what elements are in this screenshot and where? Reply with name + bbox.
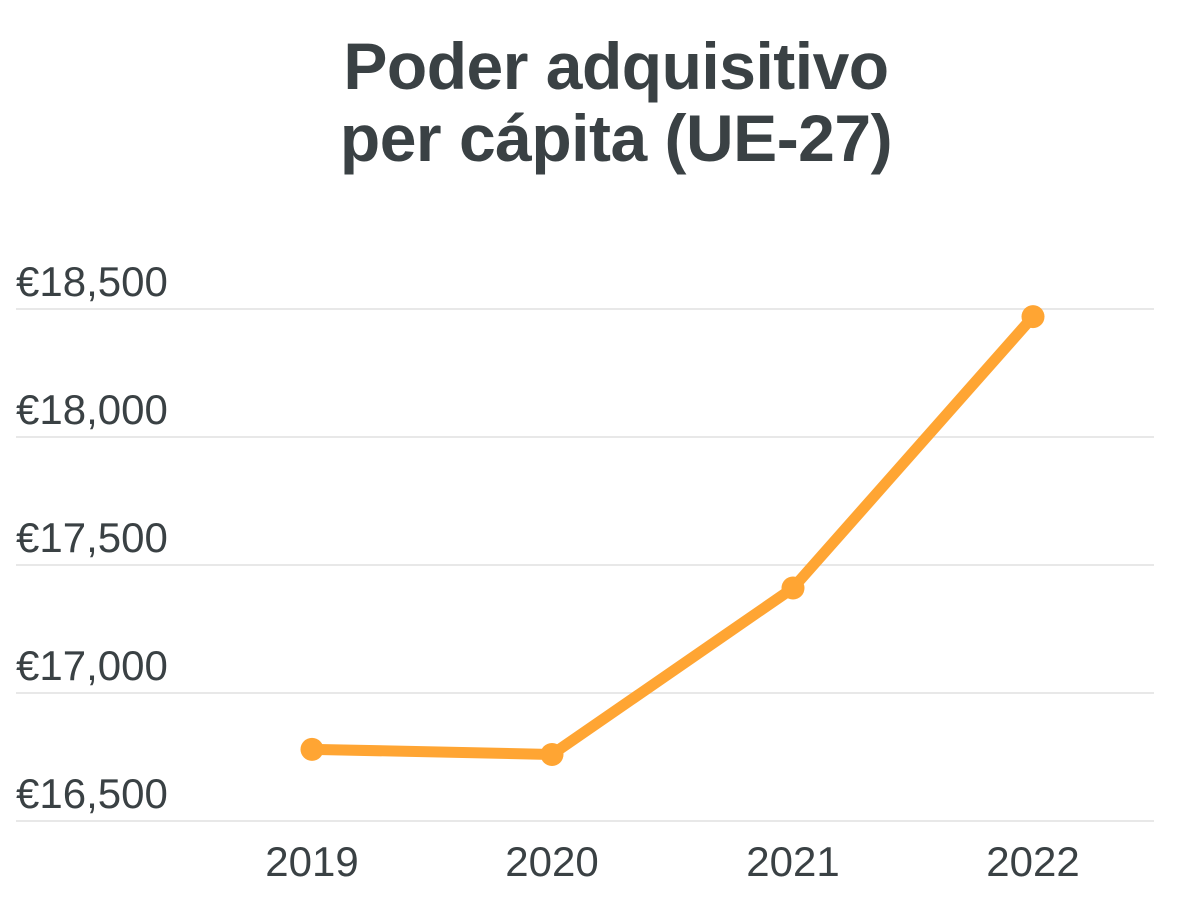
x-tick-label: 2020 xyxy=(505,838,598,885)
series-line xyxy=(306,311,1039,760)
y-tick-label: €18,500 xyxy=(16,258,168,305)
x-tick-label: 2019 xyxy=(265,838,358,885)
series-layer xyxy=(300,305,1045,766)
y-tick-label: €16,500 xyxy=(16,770,168,817)
y-axis-labels: €16,500 €17,000 €17,500 €18,000 €18,500 xyxy=(16,258,168,817)
data-point-2022 xyxy=(1021,305,1045,329)
chart-title-line-2: per cápita (UE-27) xyxy=(339,101,893,175)
y-tick-label: €17,500 xyxy=(16,514,168,561)
x-axis-labels: 2019 2020 2021 2022 xyxy=(265,838,1079,885)
data-point-2020 xyxy=(540,742,564,766)
data-point-2021 xyxy=(781,576,805,600)
grid-layer xyxy=(16,308,1154,822)
chart-title: Poder adquisitivo per cápita (UE-27) xyxy=(0,30,1200,174)
x-tick-label: 2022 xyxy=(986,838,1079,885)
x-tick-label: 2021 xyxy=(746,838,839,885)
y-tick-label: €18,000 xyxy=(16,386,168,433)
y-tick-label: €17,000 xyxy=(16,642,168,689)
data-point-2019 xyxy=(300,737,324,761)
chart-title-line-1: Poder adquisitivo xyxy=(343,29,889,103)
